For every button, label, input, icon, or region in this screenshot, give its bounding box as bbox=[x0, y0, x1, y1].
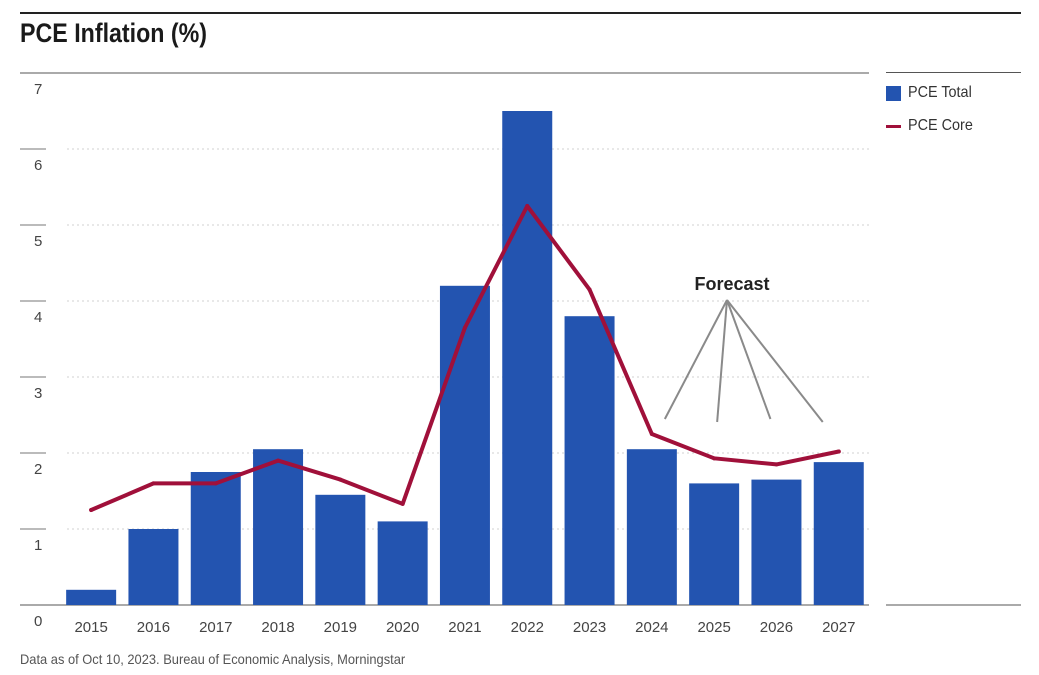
forecast-annotation: Forecast bbox=[663, 274, 824, 423]
y-tick-label: 7 bbox=[34, 81, 42, 98]
x-tick-label: 2025 bbox=[697, 619, 730, 636]
forecast-pointer-2026 bbox=[726, 299, 772, 420]
bar-2017[interactable] bbox=[190, 472, 241, 605]
pce-core-point-2018 bbox=[276, 458, 281, 463]
y-tick-label: 2 bbox=[34, 461, 42, 478]
x-tick-label: 2019 bbox=[324, 619, 357, 636]
y-tick-label: 3 bbox=[34, 385, 42, 402]
source-note: Data as of Oct 10, 2023. Bureau of Econo… bbox=[20, 651, 406, 667]
x-tick-label: 2016 bbox=[137, 619, 170, 636]
legend-label-total: PCE Total bbox=[908, 84, 972, 101]
top-rule bbox=[20, 12, 1021, 14]
pce-core-point-2026 bbox=[774, 462, 779, 467]
bar-2019[interactable] bbox=[315, 494, 366, 605]
pce-core-point-2027 bbox=[836, 449, 841, 454]
bars-pce-total bbox=[66, 111, 864, 605]
bar-2018[interactable] bbox=[253, 449, 304, 605]
x-tick-label: 2022 bbox=[511, 619, 544, 636]
y-tick-label: 1 bbox=[34, 537, 42, 554]
y-tick-label: 5 bbox=[34, 233, 42, 250]
legend-swatch-line bbox=[886, 124, 901, 128]
pce-core-point-2017 bbox=[213, 481, 218, 486]
legend-label-core: PCE Core bbox=[908, 117, 973, 134]
legend-item-pce-core[interactable]: PCE Core bbox=[886, 116, 980, 136]
x-tick-label: 2017 bbox=[199, 619, 232, 636]
x-tick-label: 2018 bbox=[261, 619, 294, 636]
bar-2023[interactable] bbox=[564, 316, 615, 605]
x-tick-label: 2024 bbox=[635, 619, 668, 636]
x-tick-label: 2023 bbox=[573, 619, 606, 636]
pce-core-point-2020 bbox=[400, 501, 405, 506]
bar-2020[interactable] bbox=[377, 521, 428, 605]
x-tick-label: 2020 bbox=[386, 619, 419, 636]
bar-2021[interactable] bbox=[439, 285, 490, 605]
forecast-label: Forecast bbox=[694, 274, 769, 294]
bar-2022[interactable] bbox=[502, 111, 553, 605]
pce-core-point-2019 bbox=[338, 477, 343, 482]
x-tick-label: 2015 bbox=[74, 619, 107, 636]
bar-2016[interactable] bbox=[128, 529, 179, 605]
pce-core-point-2015 bbox=[89, 508, 94, 512]
y-tick-label: 6 bbox=[34, 157, 42, 174]
legend-item-pce-total[interactable]: PCE Total bbox=[886, 83, 979, 103]
x-tick-label: 2027 bbox=[822, 619, 855, 636]
pce-core-point-2016 bbox=[151, 481, 156, 486]
forecast-pointer-2024 bbox=[663, 299, 728, 420]
forecast-pointer-2025 bbox=[716, 299, 728, 423]
pce-core-point-2025 bbox=[712, 456, 717, 461]
y-tick-label: 0 bbox=[34, 613, 42, 630]
bar-2026[interactable] bbox=[751, 479, 802, 605]
line-pce-core bbox=[89, 204, 841, 512]
bar-2025[interactable] bbox=[689, 483, 740, 605]
chart-title: PCE Inflation (%) bbox=[20, 18, 208, 48]
bar-2015[interactable] bbox=[66, 589, 117, 605]
forecast-pointer-2027 bbox=[726, 299, 824, 423]
x-axis-ticks: 2015 2016 2017 2018 2019 2020 2021 2022 2023 2024… bbox=[74, 619, 855, 636]
pce-core-point-2021 bbox=[462, 325, 467, 330]
pce-core-point-2024 bbox=[649, 432, 654, 436]
legend-swatch-bar bbox=[886, 85, 901, 101]
y-tick-label: 4 bbox=[34, 309, 42, 326]
pce-core-point-2023 bbox=[587, 287, 592, 292]
pce-core-point-2022 bbox=[525, 204, 530, 208]
x-tick-label: 2021 bbox=[448, 619, 481, 636]
y-axis-ticks: 0 1 2 3 4 5 6 7 bbox=[20, 81, 46, 630]
legend-rule bbox=[886, 72, 1021, 73]
bar-2024[interactable] bbox=[626, 449, 677, 605]
x-tick-label: 2026 bbox=[760, 619, 793, 636]
bar-2027[interactable] bbox=[813, 462, 864, 605]
